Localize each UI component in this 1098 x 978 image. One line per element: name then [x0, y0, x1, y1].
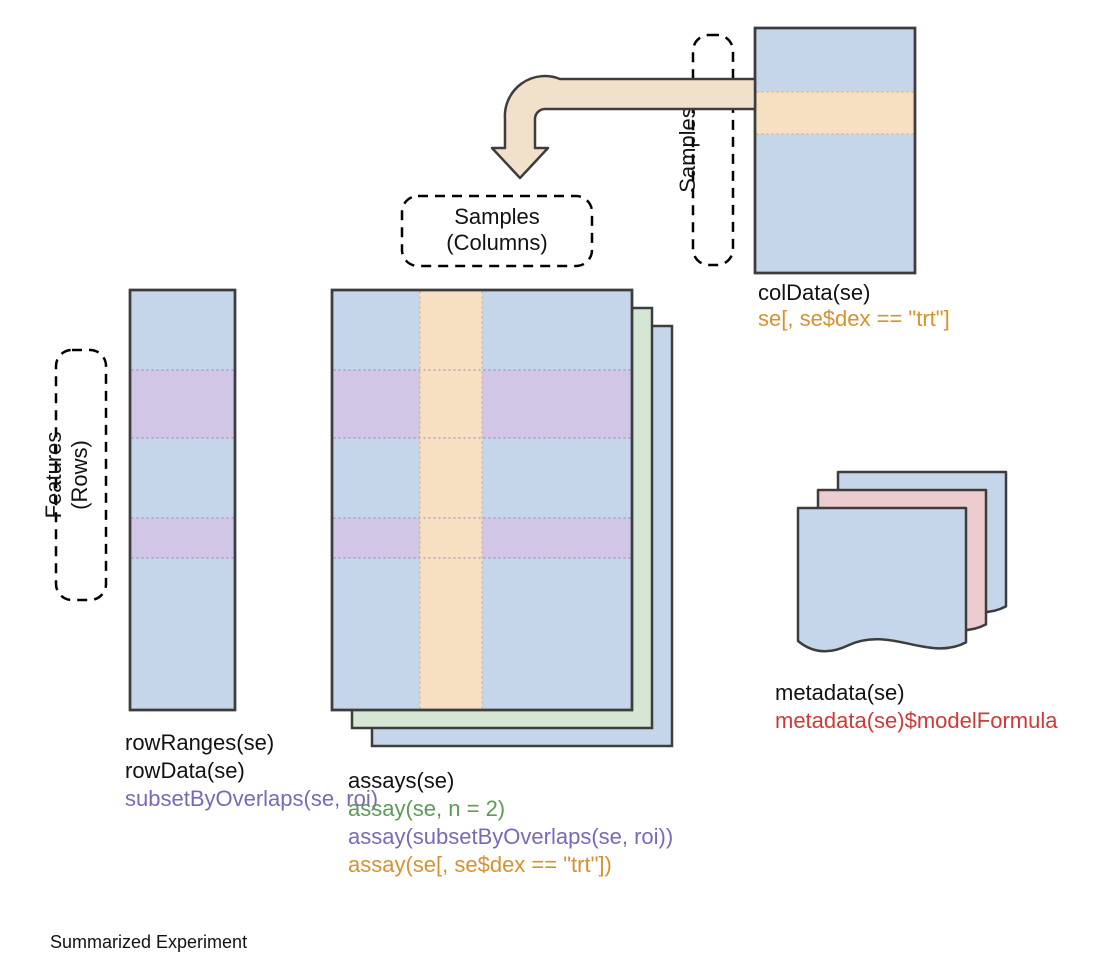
metadata-sheet-1: [798, 508, 966, 651]
rowranges-label: rowRanges(se): [125, 730, 274, 755]
assay-subset-label: assay(subsetByOverlaps(se, roi)): [348, 824, 673, 849]
assay-trt-label: assay(se[, se$dex == "trt"]): [348, 852, 612, 877]
coldata-label: colData(se): [758, 280, 870, 305]
rowdata-label: rowData(se): [125, 758, 245, 783]
samples-label-vert: Samples: [675, 107, 700, 193]
rowranges-highlight-1: [132, 370, 234, 438]
assay-n2-label: assay(se, n = 2): [348, 796, 505, 821]
samples-columns-label-2: (Columns): [446, 230, 547, 255]
features-label-1: Features: [41, 432, 66, 519]
subsetbyoverlaps-label: subsetByOverlaps(se, roi): [125, 786, 378, 811]
assays-label: assays(se): [348, 768, 454, 793]
features-label-2: (Rows): [67, 440, 92, 510]
rowranges-highlight-2: [132, 518, 234, 558]
coldata-subset-label: se[, se$dex == "trt"]: [758, 306, 950, 331]
metadata-label: metadata(se): [775, 680, 905, 705]
footer-label: Summarized Experiment: [50, 932, 247, 952]
samples-columns-label-1: Samples: [454, 204, 540, 229]
summarized-experiment-diagram: SamplesSamples(Columns)Features(Rows)col…: [0, 0, 1098, 978]
metadata-formula-label: metadata(se)$modelFormula: [775, 708, 1058, 733]
assay-col-highlight: [420, 292, 482, 709]
coldata-rect: [755, 28, 915, 273]
rowranges-rect: [130, 290, 235, 710]
arrow-coldata-to-assays: [492, 76, 755, 178]
coldata-highlight-row: [757, 92, 914, 134]
